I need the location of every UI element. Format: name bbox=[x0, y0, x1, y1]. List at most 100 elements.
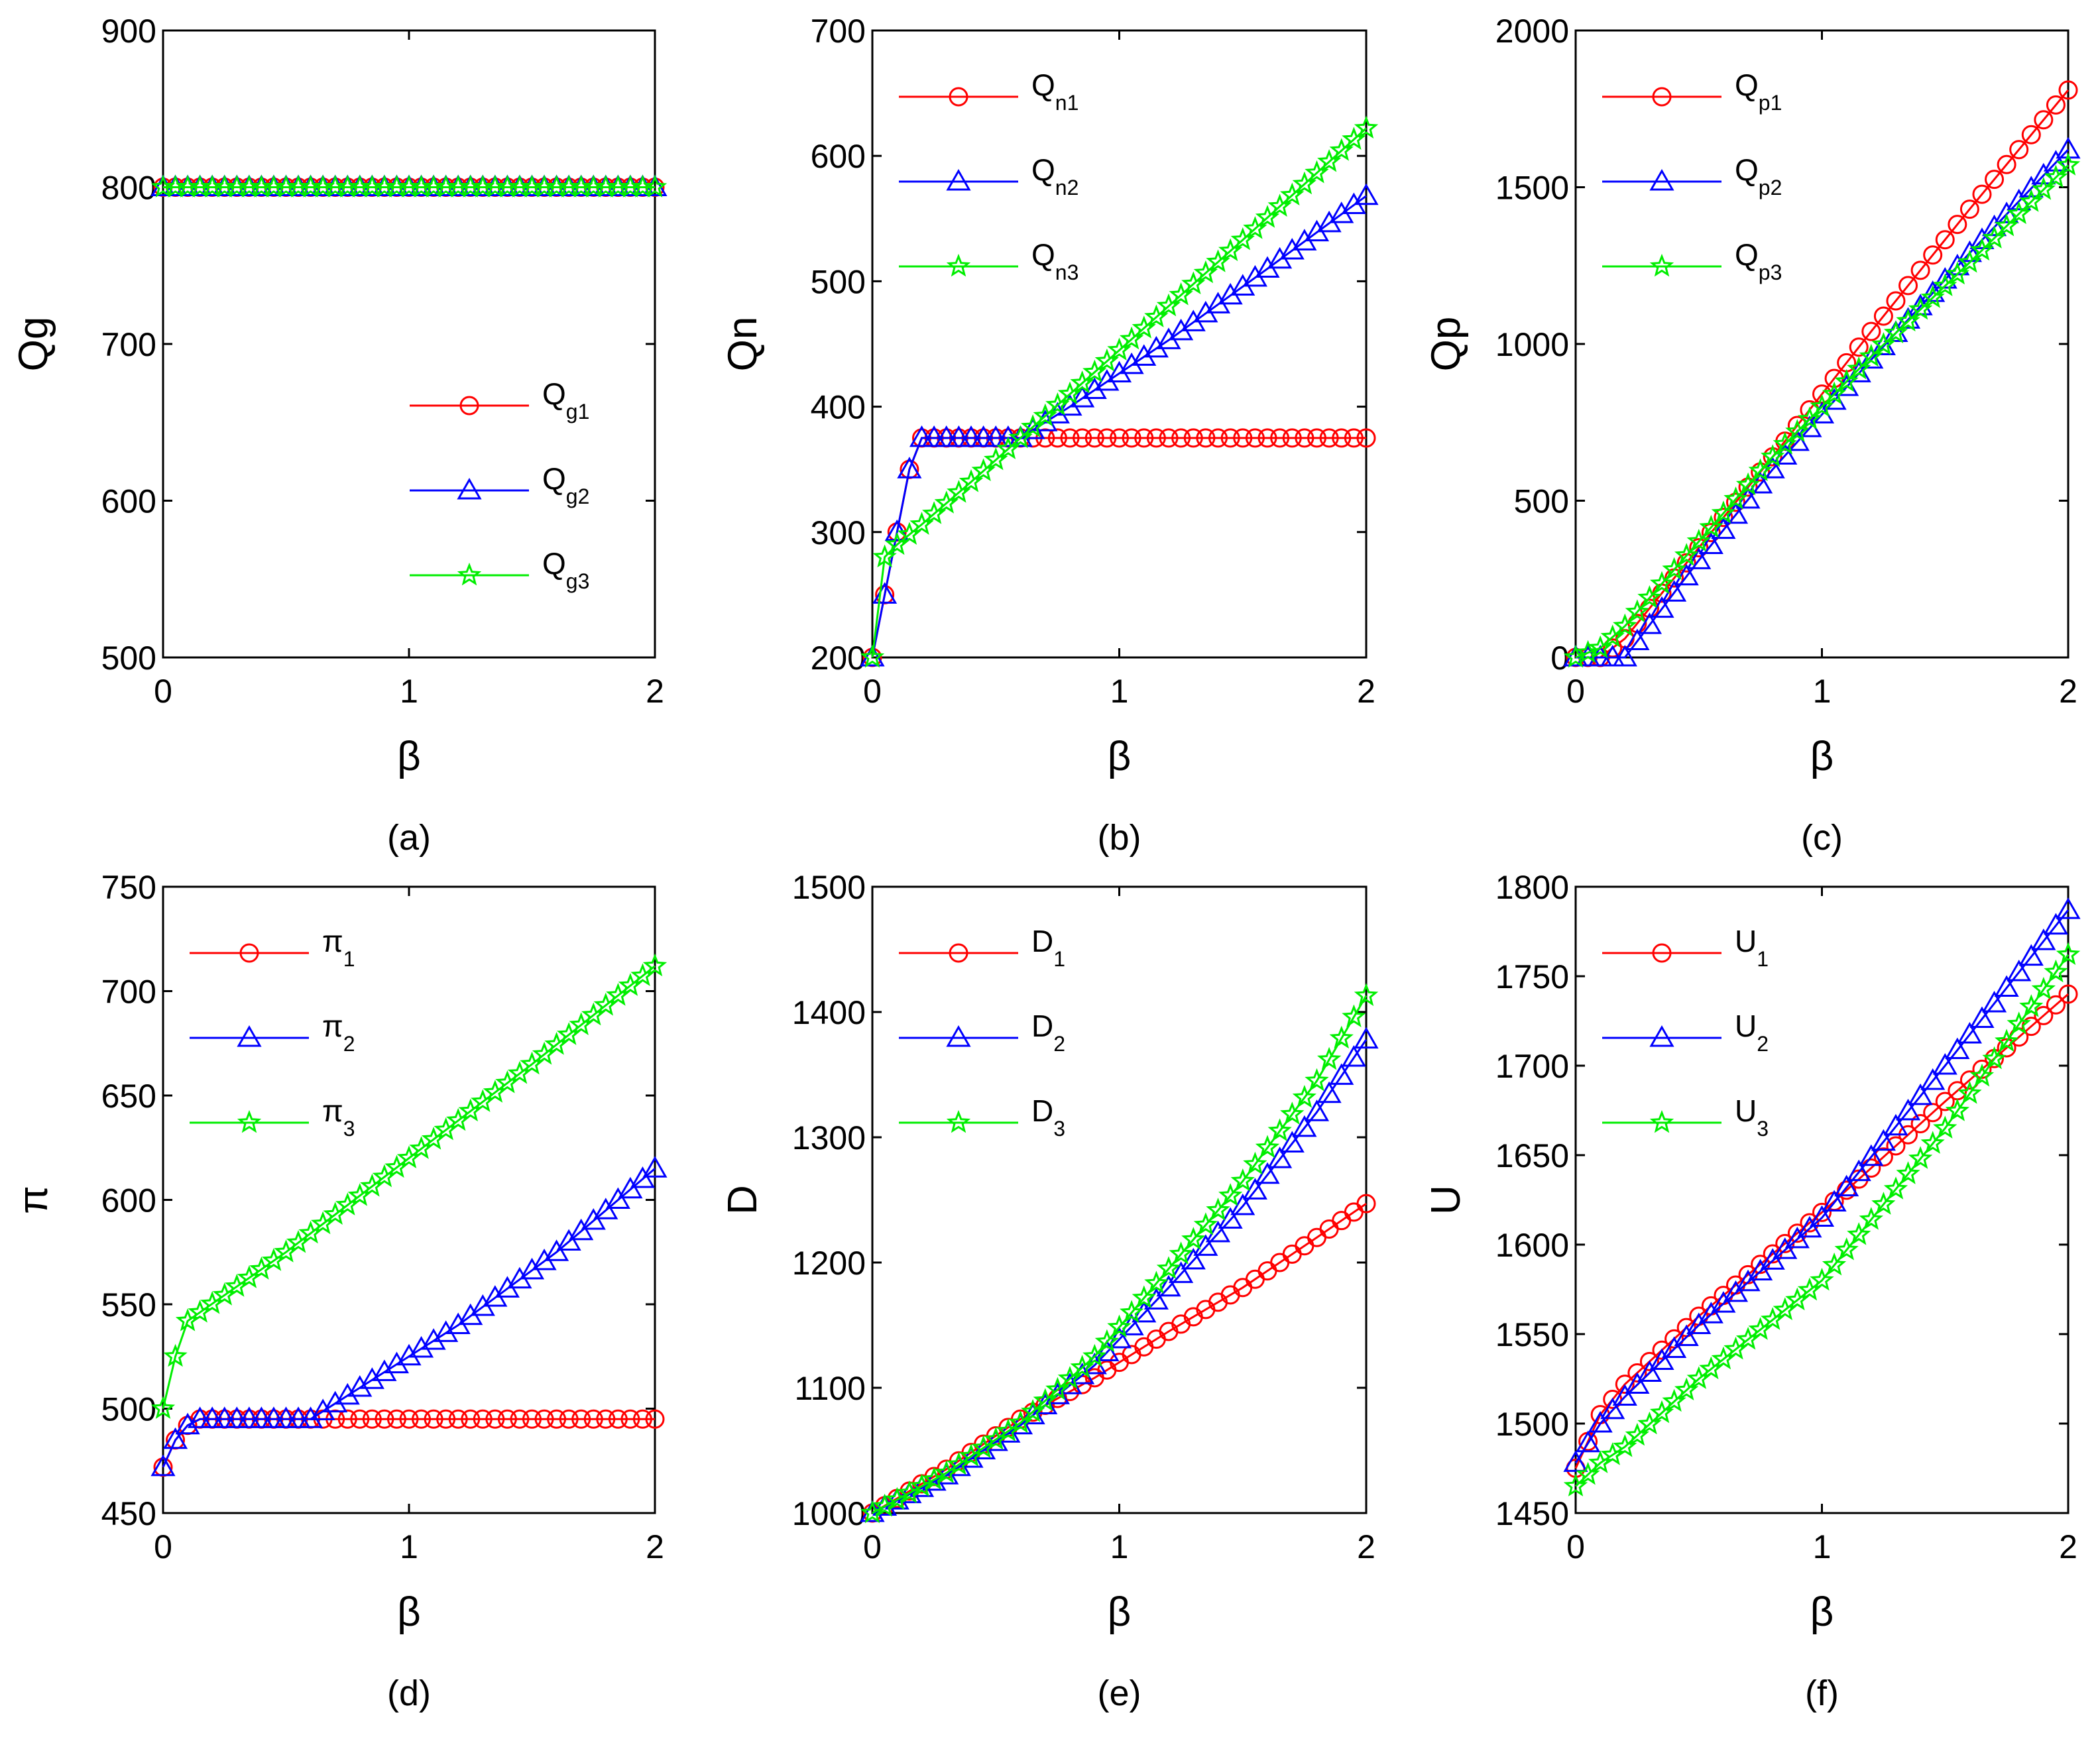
data-point-marker bbox=[1354, 1027, 1379, 1049]
data-point-marker bbox=[1625, 628, 1650, 651]
data-point-marker bbox=[1969, 1063, 1995, 1087]
series-line bbox=[871, 127, 1368, 658]
legend-item: U2 bbox=[1602, 1009, 1769, 1056]
data-point-marker bbox=[2044, 959, 2068, 983]
legend-label-sub: g1 bbox=[566, 400, 590, 423]
data-point-marker bbox=[375, 1409, 394, 1429]
panel-label: (c) bbox=[1801, 818, 1843, 858]
data-point-marker bbox=[473, 1409, 493, 1429]
data-point-marker bbox=[909, 425, 935, 447]
legend-label: π3 bbox=[322, 1094, 355, 1141]
data-point-marker bbox=[1773, 431, 1797, 455]
data-point-marker bbox=[1156, 1274, 1181, 1297]
legend-marker bbox=[237, 1109, 262, 1133]
x-tick-label: 0 bbox=[1566, 673, 1585, 710]
legend-label-sub: 3 bbox=[1053, 1117, 1065, 1141]
legend-item: π2 bbox=[190, 1009, 355, 1056]
data-point-marker bbox=[1846, 1159, 1871, 1182]
y-tick-label: 1650 bbox=[1495, 1137, 1569, 1174]
data-point-marker bbox=[1873, 1147, 1893, 1167]
legend-marker bbox=[457, 477, 482, 500]
data-point-marker bbox=[337, 1409, 357, 1429]
data-point-marker bbox=[1600, 644, 1625, 667]
data-point-marker bbox=[1920, 1068, 1946, 1090]
legend-label-main: Q bbox=[542, 461, 566, 496]
data-point-marker bbox=[1723, 502, 1749, 524]
legend-label: Qn1 bbox=[1031, 68, 1079, 115]
data-point-marker bbox=[1948, 215, 1967, 235]
data-point-marker bbox=[1664, 1329, 1684, 1349]
data-point-marker bbox=[522, 1409, 542, 1429]
legend-item: Qn1 bbox=[899, 68, 1079, 115]
data-point-marker bbox=[1307, 428, 1326, 448]
data-point-marker bbox=[273, 1406, 299, 1428]
legend-item: π3 bbox=[190, 1094, 355, 1141]
data-point-marker bbox=[1230, 1168, 1255, 1192]
y-tick-label: 600 bbox=[101, 483, 156, 520]
legend-label: U3 bbox=[1735, 1094, 1769, 1141]
data-point-marker bbox=[2007, 960, 2032, 982]
y-axis-label: U bbox=[1423, 1185, 1469, 1215]
data-point-marker bbox=[2056, 152, 2081, 176]
y-tick-label: 1750 bbox=[1495, 958, 1569, 995]
x-axis-label: β bbox=[1810, 734, 1834, 779]
series-3 bbox=[150, 953, 668, 1419]
legend-label: Qn3 bbox=[1031, 237, 1079, 284]
data-point-marker bbox=[1319, 428, 1339, 448]
data-point-marker bbox=[1270, 428, 1290, 448]
data-point-marker bbox=[1356, 1194, 1376, 1213]
y-tick-label: 1600 bbox=[1495, 1227, 1569, 1264]
y-tick-label: 500 bbox=[811, 263, 866, 300]
data-point-marker bbox=[1711, 517, 1736, 539]
y-tick-label: 600 bbox=[101, 1182, 156, 1219]
data-point-marker bbox=[1193, 1234, 1218, 1256]
data-point-marker bbox=[1625, 1372, 1650, 1394]
x-tick-label: 2 bbox=[2059, 1528, 2077, 1565]
data-point-marker bbox=[224, 1406, 249, 1428]
data-point-marker bbox=[1627, 1363, 1647, 1382]
data-point-marker bbox=[1120, 1300, 1144, 1323]
legend-marker bbox=[237, 1025, 262, 1047]
x-tick-label: 1 bbox=[1813, 1528, 1832, 1565]
legend-label: Qg1 bbox=[542, 376, 589, 423]
data-point-marker bbox=[1156, 1256, 1181, 1279]
data-point-marker bbox=[448, 1409, 468, 1429]
legend-label: U2 bbox=[1735, 1009, 1769, 1056]
x-tick-label: 0 bbox=[863, 1528, 882, 1565]
legend-label-sub: 3 bbox=[343, 1117, 355, 1141]
data-point-marker bbox=[1810, 1267, 1834, 1291]
data-point-marker bbox=[605, 1187, 630, 1209]
series-line bbox=[1574, 909, 2070, 1464]
data-point-marker bbox=[1701, 523, 1721, 543]
data-point-marker bbox=[1735, 1269, 1761, 1292]
data-point-marker bbox=[510, 1409, 530, 1429]
x-axis-label: β bbox=[1810, 1589, 1834, 1635]
legend-marker bbox=[946, 253, 971, 277]
y-tick-label: 700 bbox=[101, 326, 156, 363]
legend-item: Qp2 bbox=[1602, 152, 1782, 199]
data-point-marker bbox=[1255, 1135, 1280, 1158]
data-point-marker bbox=[1615, 1375, 1635, 1394]
data-point-marker bbox=[1932, 267, 1957, 289]
data-point-marker bbox=[1344, 428, 1364, 448]
data-point-marker bbox=[1932, 1052, 1957, 1075]
data-point-marker bbox=[384, 1351, 410, 1374]
legend-item: Qg1 bbox=[410, 376, 589, 423]
legend-label-sub: 1 bbox=[343, 947, 355, 971]
data-point-marker bbox=[1205, 1220, 1231, 1243]
data-point-marker bbox=[1047, 428, 1067, 448]
y-tick-label: 300 bbox=[811, 514, 866, 551]
data-point-marker bbox=[1822, 381, 1847, 405]
data-point-marker bbox=[1354, 183, 1379, 205]
legend-label: Qp2 bbox=[1735, 152, 1782, 199]
y-tick-label: 700 bbox=[811, 13, 866, 50]
data-point-marker bbox=[188, 1406, 213, 1428]
data-point-marker bbox=[1196, 428, 1216, 448]
data-point-marker bbox=[1896, 1161, 1920, 1184]
data-point-marker bbox=[421, 1328, 446, 1350]
data-point-marker bbox=[399, 1409, 419, 1429]
data-point-marker bbox=[1812, 1202, 1832, 1222]
